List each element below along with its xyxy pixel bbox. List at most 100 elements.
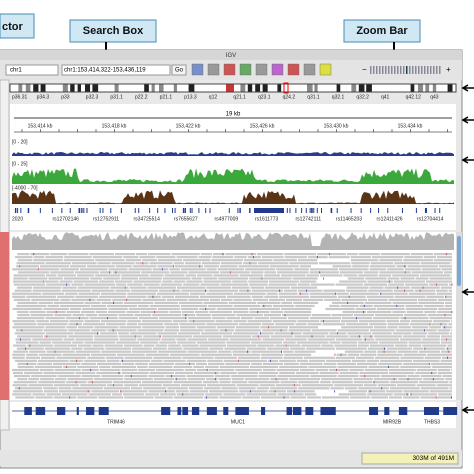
zoom-step [376,66,378,74]
read [49,320,69,323]
mismatch [447,347,449,350]
read [285,298,303,301]
read [46,350,75,353]
read [114,253,136,256]
mismatch [120,390,122,393]
read [239,390,268,393]
read [82,307,108,311]
snp [20,208,22,213]
read [16,286,33,289]
read [184,368,197,372]
read [40,378,54,381]
read [287,317,309,320]
read [155,344,168,347]
mismatch [66,365,68,369]
read [259,371,279,375]
read [216,307,249,311]
read [17,365,34,369]
read [173,381,202,384]
read [43,387,58,390]
read [60,298,71,301]
read [219,329,234,332]
snp [424,208,426,213]
cyto-label: q24.2 [283,94,296,100]
read [213,253,225,256]
go-button[interactable] [171,64,187,76]
read [59,390,91,393]
toolbar-icon[interactable] [303,63,316,76]
cyto-label: p21.1 [160,94,173,100]
scroll-thumb[interactable] [457,236,461,286]
read [429,277,452,280]
read [17,314,30,317]
read [264,271,277,274]
read [279,295,310,298]
read [265,286,290,289]
read [444,295,452,298]
read [148,390,175,393]
read [75,338,94,341]
read [43,307,70,311]
read [149,371,174,375]
exon [207,407,215,415]
read [339,280,367,283]
read [309,359,326,362]
toolbar-icon[interactable] [239,63,252,76]
read [372,332,392,335]
ruler-tick-label: 153,434 kb [398,123,423,129]
read [99,368,121,372]
read [103,387,130,390]
read [320,381,331,384]
read [386,347,413,350]
zoom-step [439,66,441,74]
read [14,323,37,326]
read [246,347,267,350]
read [441,350,452,353]
snp [149,208,151,213]
read [98,314,118,317]
toolbar-icon[interactable] [271,63,284,76]
read [52,362,81,365]
genome-dropdown[interactable] [5,64,59,76]
read [33,259,63,262]
mismatch [206,368,208,372]
read [180,268,206,271]
toolbar-icon[interactable] [255,63,268,76]
read [335,338,363,341]
read [219,365,249,369]
read [262,338,285,341]
read [297,259,318,262]
read [308,256,328,259]
read [421,268,441,271]
read [373,378,398,381]
read [45,256,64,259]
toolbar-icon[interactable] [191,63,204,76]
read [400,365,432,369]
read [62,353,91,356]
read [186,359,207,362]
toolbar-icon[interactable] [319,63,332,76]
zoom-minus[interactable]: − [362,65,367,74]
read [446,347,452,350]
toolbar-icon[interactable] [287,63,300,76]
read [63,277,90,280]
mismatch [153,310,155,314]
read [244,378,270,381]
search-box[interactable] [61,64,171,76]
read [201,262,220,265]
mismatch [251,253,253,256]
read [143,335,162,338]
mismatch [322,277,324,280]
toolbar-icon[interactable] [207,63,220,76]
scrollbar[interactable] [456,232,462,400]
toolbar-icon[interactable] [223,63,236,76]
read [379,341,408,344]
zoom-plus[interactable]: + [446,65,451,74]
exon [305,407,312,415]
ruler-tick-label: 153,418 kb [102,123,127,129]
mismatch [396,304,398,308]
read [238,265,269,268]
snp-label: rs12411426 [377,216,403,222]
read [91,289,115,292]
read [342,310,367,314]
